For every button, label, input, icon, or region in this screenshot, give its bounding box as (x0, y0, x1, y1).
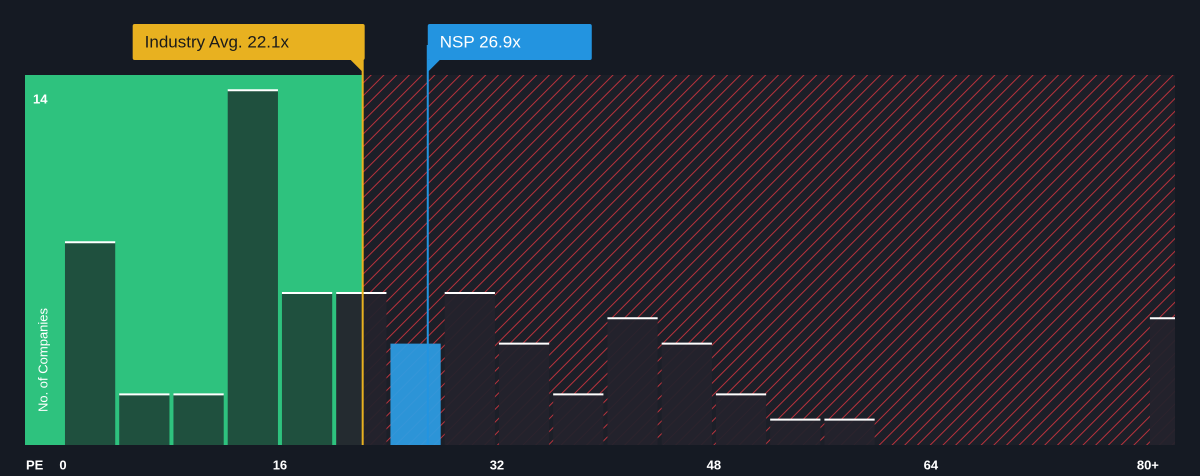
bar (390, 343, 441, 445)
bar (336, 291, 387, 445)
regions (25, 75, 1175, 445)
bar-body (498, 343, 550, 445)
x-tick-label: 32 (490, 457, 504, 472)
bar-body (390, 343, 441, 445)
annotation-label: NSP 26.9x (440, 32, 521, 51)
annotation-label: Industry Avg. 22.1x (145, 32, 290, 51)
bar-body (770, 419, 821, 445)
bar (715, 393, 767, 445)
bar-body (607, 318, 658, 445)
bar (607, 317, 658, 445)
x-axis-label: PE (26, 457, 44, 472)
x-tick-label: 64 (924, 457, 939, 472)
bar (227, 89, 278, 446)
y-tick-label: 14 (33, 92, 48, 107)
bar-body (661, 343, 712, 445)
bar (119, 393, 170, 445)
x-tick-label: 16 (273, 457, 287, 472)
bar-body (119, 394, 170, 445)
bar-body (824, 419, 875, 445)
bar-body (336, 292, 387, 445)
annotation-pointer (350, 60, 363, 72)
bar (498, 342, 550, 445)
bar (770, 418, 821, 445)
bar (824, 418, 875, 445)
bar (1149, 317, 1175, 445)
bar-body (64, 242, 116, 445)
bar-body (227, 90, 278, 446)
x-tick-label: 48 (707, 457, 721, 472)
y-axis-label: No. of Companies (35, 307, 50, 412)
bar (64, 241, 116, 445)
bar-body (715, 394, 767, 445)
x-tick-label: 80+ (1137, 457, 1159, 472)
overvalued-region (362, 75, 1175, 445)
annotation-box (427, 24, 592, 60)
bar (661, 342, 712, 445)
annotation-box (132, 24, 365, 60)
bar-body (444, 292, 495, 445)
bar (444, 291, 495, 445)
bar-body (1149, 318, 1175, 445)
bar (173, 393, 224, 445)
bar (553, 393, 604, 445)
x-tick-label: 0 (59, 457, 66, 472)
bar-body (281, 292, 333, 445)
plot-area (64, 89, 1175, 446)
annotation-pointer (427, 60, 440, 72)
bar-body (553, 394, 604, 445)
bar (281, 291, 333, 445)
bar-body (173, 394, 224, 445)
